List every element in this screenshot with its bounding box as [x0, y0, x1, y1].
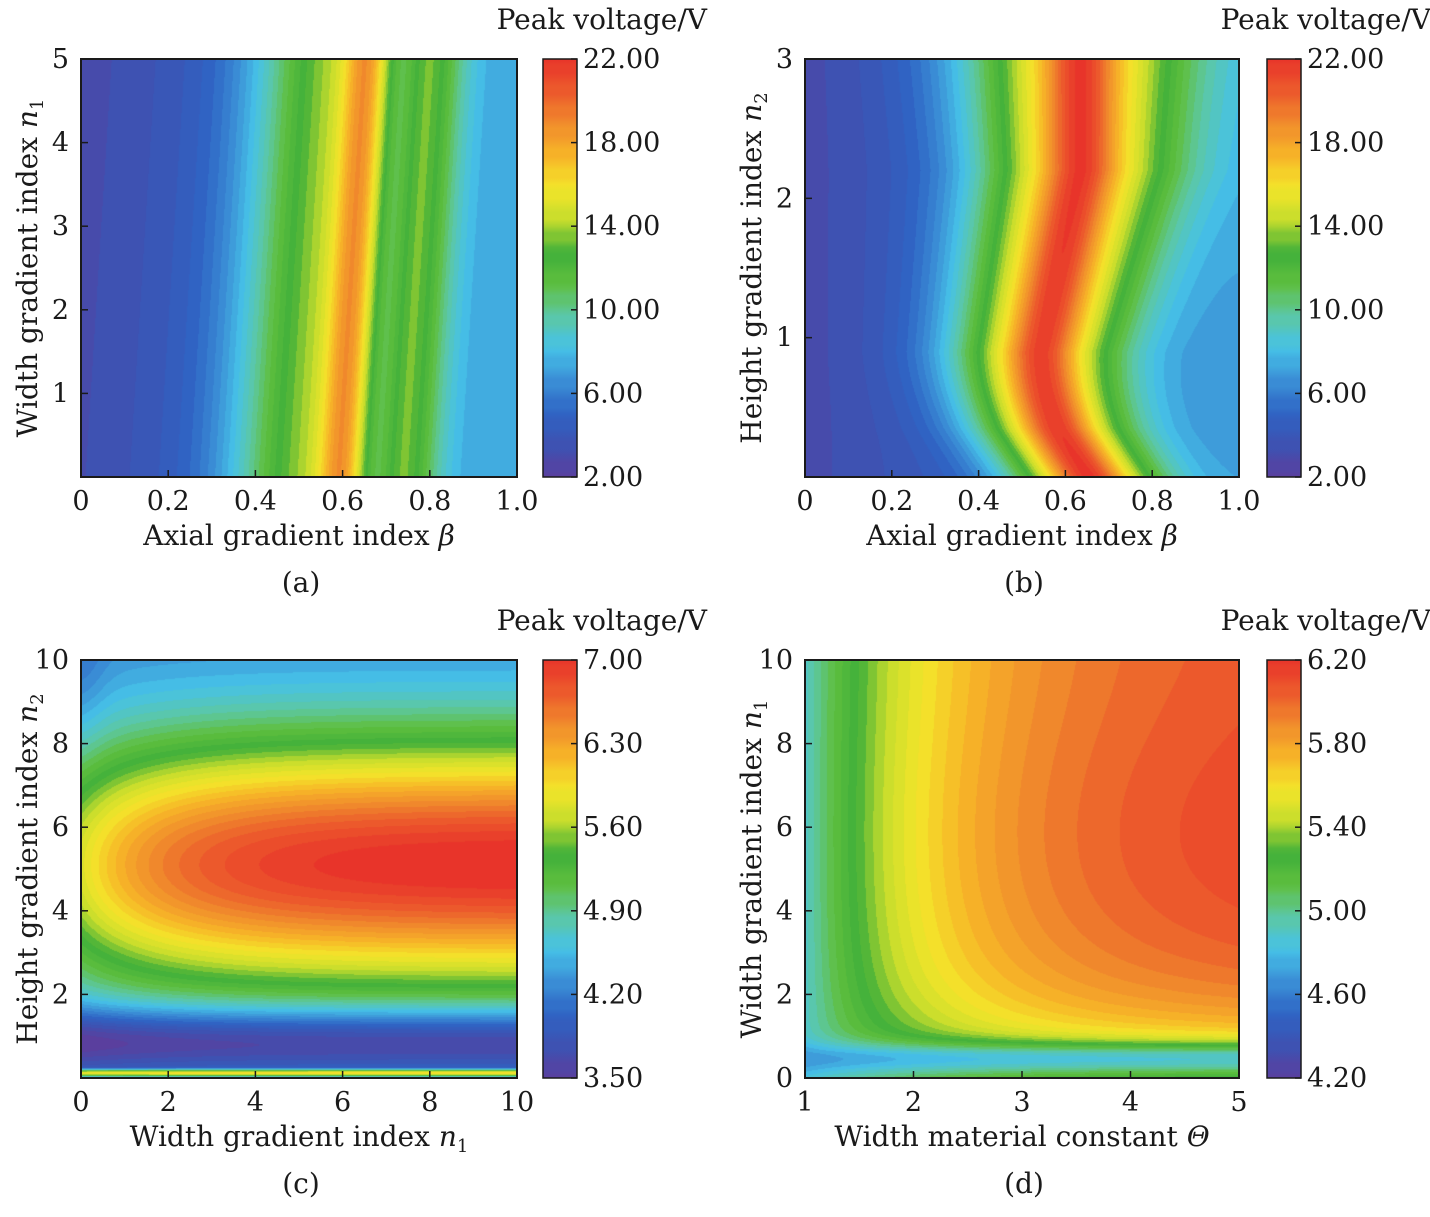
x-tick-label: 4: [247, 1087, 264, 1118]
heatmap-field: [805, 59, 1239, 477]
x-tick-label: 1.0: [496, 486, 539, 517]
colorbar-tick-label: 5.80: [1307, 729, 1367, 760]
colorbar: [1266, 58, 1302, 478]
y-tick-label: 1: [52, 378, 69, 409]
colorbar-tick-label: 10.00: [583, 295, 660, 326]
x-tick-label: 2: [160, 1087, 177, 1118]
panel-c: 0 2 4 6 8 10 2 4 6 8 10 Width gradient index n1 Heig…: [11, 604, 708, 1200]
colorbar-tick-label: 18.00: [1307, 128, 1384, 159]
x-axis-label: Width gradient index n1: [130, 1120, 469, 1157]
x-tick-label: 0.6: [321, 486, 364, 517]
x-tick-label: 0.2: [147, 486, 190, 517]
colorbar: [542, 659, 578, 1079]
colorbar-tick-label: 22.00: [1307, 44, 1384, 75]
y-tick-label: 2: [776, 183, 793, 214]
x-tick-label: 5: [1230, 1087, 1247, 1118]
panel-label: (c): [282, 1167, 320, 1200]
colorbar-tick-label: 7.00: [583, 645, 643, 676]
x-tick-label: 3: [1013, 1087, 1030, 1118]
colorbar-tick-label: 18.00: [583, 128, 660, 159]
x-tick-label: 0.8: [408, 486, 451, 517]
x-axis-label: Axial gradient index β: [865, 519, 1178, 552]
colorbar: [542, 58, 578, 478]
y-tick-label: 6: [776, 812, 793, 843]
heatmap-field: [805, 660, 1239, 1078]
plot-frame: [80, 659, 518, 1079]
x-tick-label: 8: [421, 1087, 438, 1118]
colorbar-tick-label: 2.00: [1307, 462, 1367, 493]
colorbar-title: Peak voltage/V: [497, 604, 708, 637]
y-tick-label: 4: [776, 896, 793, 927]
colorbar-tick-label: 6.00: [1307, 378, 1367, 409]
colorbar-tick-label: 3.50: [583, 1063, 643, 1094]
y-tick-label: 3: [776, 44, 793, 75]
panel-label: (d): [1004, 1167, 1044, 1200]
y-tick-label: 1: [776, 323, 793, 354]
x-axis-label: Axial gradient index β: [142, 519, 455, 552]
y-tick-label: 5: [52, 44, 69, 75]
x-tick-label: 0: [72, 486, 89, 517]
x-axis-label: Width material constant Θ: [834, 1120, 1209, 1153]
y-tick-label: 6: [52, 812, 69, 843]
colorbar-tick-label: 10.00: [1307, 295, 1384, 326]
colorbar-tick-label: 5.00: [1307, 896, 1367, 927]
x-tick-label: 1: [796, 1087, 813, 1118]
colorbar-tick-label: 6.20: [1307, 645, 1367, 676]
x-tick-label: 1.0: [1218, 486, 1261, 517]
plot-frame: [80, 58, 518, 478]
y-tick-label: 4: [52, 896, 69, 927]
plot-frame: [804, 58, 1240, 478]
y-axis-label: Height gradient index n2: [735, 92, 772, 443]
colorbar-tick-label: 14.00: [583, 211, 660, 242]
colorbar-tick-label: 5.40: [1307, 812, 1367, 843]
y-tick-label: 10: [35, 645, 69, 676]
x-tick-label: 0.6: [1044, 486, 1087, 517]
y-tick-label: 8: [776, 729, 793, 760]
colorbar-tick-label: 14.00: [1307, 211, 1384, 242]
panel-b: 0 0.2 0.4 0.6 0.8 1.0 1 2 3 Axial gradient index …: [735, 3, 1430, 599]
x-tick-label: 6: [334, 1087, 351, 1118]
colorbar: [1266, 659, 1302, 1079]
heatmap-field: [81, 59, 517, 477]
y-tick-label: 4: [52, 128, 69, 159]
colorbar-tick-label: 4.20: [583, 979, 643, 1010]
colorbar-tick-label: 4.20: [1307, 1063, 1367, 1094]
colorbar-title: Peak voltage/V: [1221, 604, 1430, 637]
x-tick-label: 4: [1122, 1087, 1139, 1118]
x-tick-label: 0: [796, 486, 813, 517]
colorbar-tick-label: 4.90: [583, 896, 643, 927]
colorbar-title: Peak voltage/V: [497, 3, 708, 36]
x-tick-label: 0.8: [1131, 486, 1174, 517]
y-tick-label: 2: [776, 979, 793, 1010]
y-tick-label: 0: [776, 1063, 793, 1094]
x-tick-label: 0.2: [870, 486, 913, 517]
panel-label: (a): [282, 566, 321, 599]
colorbar-title: Peak voltage/V: [1221, 3, 1430, 36]
x-tick-label: 0.4: [234, 486, 277, 517]
x-tick-label: 0: [72, 1087, 89, 1118]
y-axis-label: Width gradient index n1: [11, 99, 48, 438]
x-tick-label: 2: [905, 1087, 922, 1118]
heatmap-field: [81, 660, 517, 1078]
y-tick-label: 2: [52, 295, 69, 326]
panel-d: 1 2 3 4 5 0 2 4 6 8 10 Width material constant Θ Wid…: [735, 604, 1430, 1200]
y-tick-label: 8: [52, 729, 69, 760]
panel-label: (b): [1004, 566, 1044, 599]
y-tick-label: 3: [52, 211, 69, 242]
panel-a: 0 0.2 0.4 0.6 0.8 1.0 1 2 3 4 5 Axial gradient inde…: [11, 3, 708, 599]
y-tick-label: 10: [759, 645, 793, 676]
y-axis-label: Width gradient index n1: [735, 700, 772, 1039]
colorbar-tick-label: 5.60: [583, 812, 643, 843]
colorbar-tick-label: 4.60: [1307, 979, 1367, 1010]
x-tick-label: 10: [500, 1087, 534, 1118]
colorbar-tick-label: 6.30: [583, 729, 643, 760]
x-tick-label: 0.4: [957, 486, 1000, 517]
y-axis-label: Height gradient index n2: [11, 693, 48, 1044]
y-tick-label: 2: [52, 979, 69, 1010]
colorbar-tick-label: 6.00: [583, 378, 643, 409]
colorbar-tick-label: 2.00: [583, 462, 643, 493]
colorbar-tick-label: 22.00: [583, 44, 660, 75]
